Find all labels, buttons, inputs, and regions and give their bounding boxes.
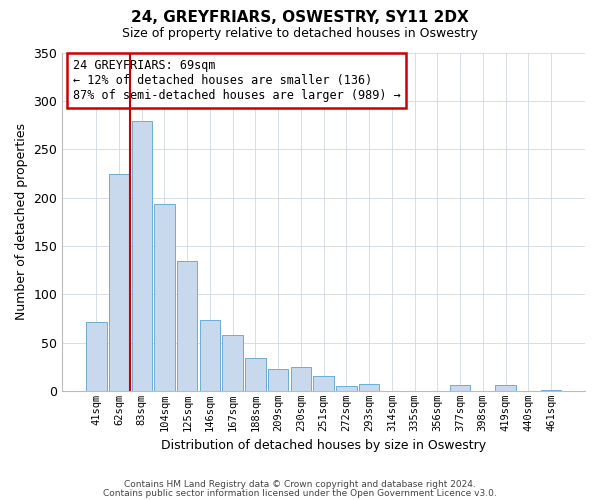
Text: Contains HM Land Registry data © Crown copyright and database right 2024.: Contains HM Land Registry data © Crown c… [124, 480, 476, 489]
Text: 24, GREYFRIARS, OSWESTRY, SY11 2DX: 24, GREYFRIARS, OSWESTRY, SY11 2DX [131, 10, 469, 25]
Bar [336, 386, 356, 391]
Bar [109, 174, 129, 391]
Bar [313, 376, 334, 391]
X-axis label: Distribution of detached houses by size in Oswestry: Distribution of detached houses by size … [161, 440, 486, 452]
Bar [450, 385, 470, 391]
Bar [223, 335, 243, 391]
Bar [177, 262, 197, 391]
Bar [86, 322, 107, 391]
Bar [200, 320, 220, 391]
Text: Contains public sector information licensed under the Open Government Licence v3: Contains public sector information licen… [103, 488, 497, 498]
Bar [541, 390, 561, 391]
Bar [496, 385, 516, 391]
Y-axis label: Number of detached properties: Number of detached properties [15, 123, 28, 320]
Bar [359, 384, 379, 391]
Text: 24 GREYFRIARS: 69sqm
← 12% of detached houses are smaller (136)
87% of semi-deta: 24 GREYFRIARS: 69sqm ← 12% of detached h… [73, 60, 400, 102]
Bar [290, 366, 311, 391]
Bar [245, 358, 266, 391]
Bar [268, 368, 289, 391]
Bar [154, 204, 175, 391]
Bar [131, 121, 152, 391]
Text: Size of property relative to detached houses in Oswestry: Size of property relative to detached ho… [122, 28, 478, 40]
